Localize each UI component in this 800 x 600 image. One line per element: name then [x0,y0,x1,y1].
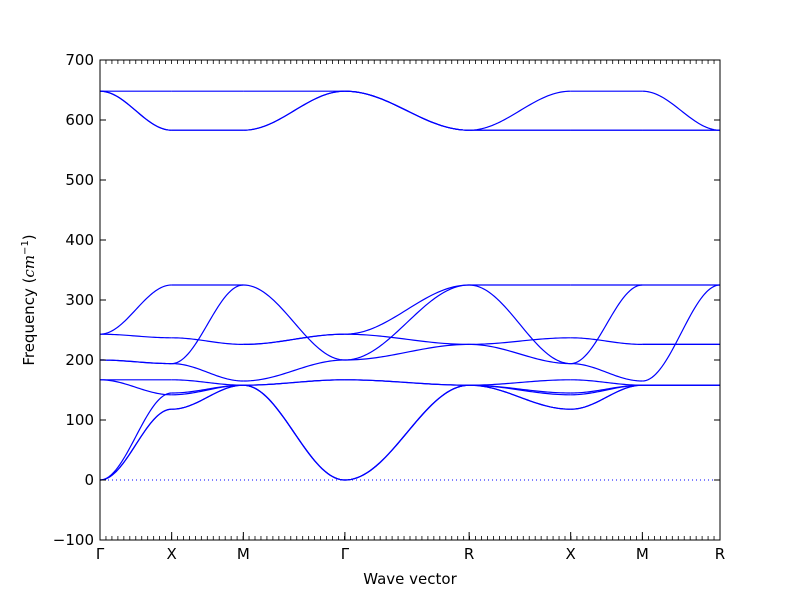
y-tick-labels: −100 0 100 200 300 400 500 600 700 [53,51,94,549]
branch-5-3 [570,384,643,396]
branch-0-8 [100,284,172,335]
branch-1-5 [171,363,244,382]
branch-1-1 [171,384,244,410]
y-axis-label: Frequency (cm−1) [20,234,38,365]
branch-4-9 [469,90,571,131]
x-tick-label: R [715,545,725,563]
x-axis-label: Wave vector [363,570,457,588]
branch-2-8 [243,284,345,361]
branch-4-7 [469,284,571,365]
branch-4-6 [469,337,571,345]
branch-4-3 [469,384,571,396]
branch-3-5 [344,343,470,361]
axis-ticks [99,59,721,541]
y-tick-label: 100 [65,411,94,429]
branch-1-4 [171,379,244,386]
branch-1-3 [171,384,244,396]
y-tick-label: 300 [65,291,94,309]
x-tick-label: M [237,545,250,563]
branch-0-11 [100,90,172,131]
branch-3-8 [344,284,470,335]
y-tick-label: 600 [65,111,94,129]
y-tick-label: 0 [84,471,94,489]
branch-1-6 [171,284,244,365]
x-tick-label: X [167,545,177,563]
y-tick-label: 700 [65,51,94,69]
branch-3-7 [344,333,470,345]
branch-5-7 [570,337,643,345]
x-tick-label: R [464,545,474,563]
branch-3-6 [344,284,470,361]
x-tick-label: M [636,545,649,563]
branch-4-1 [469,384,571,410]
branch-0-2 [100,392,172,481]
branch-0-7 [100,333,172,339]
branch-5-1 [570,384,643,410]
branch-5-4 [570,379,643,386]
branch-2-11 [243,90,345,131]
branch-1-7 [171,337,244,345]
branch-4-5 [469,343,571,365]
x-tick-label: Γ [341,545,350,563]
branch-6-9 [642,90,720,131]
branch-2-5 [243,359,345,382]
branch-2-7 [243,333,345,345]
plot-area [100,90,720,481]
branch-0-3 [100,379,172,396]
branch-2-2 [243,384,345,481]
axes-frame [99,59,721,541]
branch-6-5 [642,284,720,382]
y-tick-label: 500 [65,171,94,189]
branch-0-6 [100,359,172,365]
branch-5-5 [570,363,643,382]
x-tick-label: Γ [96,545,105,563]
y-tick-label: −100 [53,531,94,549]
branch-5-6 [570,284,643,365]
x-tick-label: X [566,545,576,563]
branch-3-11 [344,90,470,131]
branch-2-4 [243,379,345,386]
y-tick-label: 400 [65,231,94,249]
branch-3-2 [344,384,470,481]
branch-4-4 [469,379,571,386]
branch-3-4 [344,379,470,386]
y-tick-label: 200 [65,351,94,369]
branch-0-1 [100,408,172,481]
